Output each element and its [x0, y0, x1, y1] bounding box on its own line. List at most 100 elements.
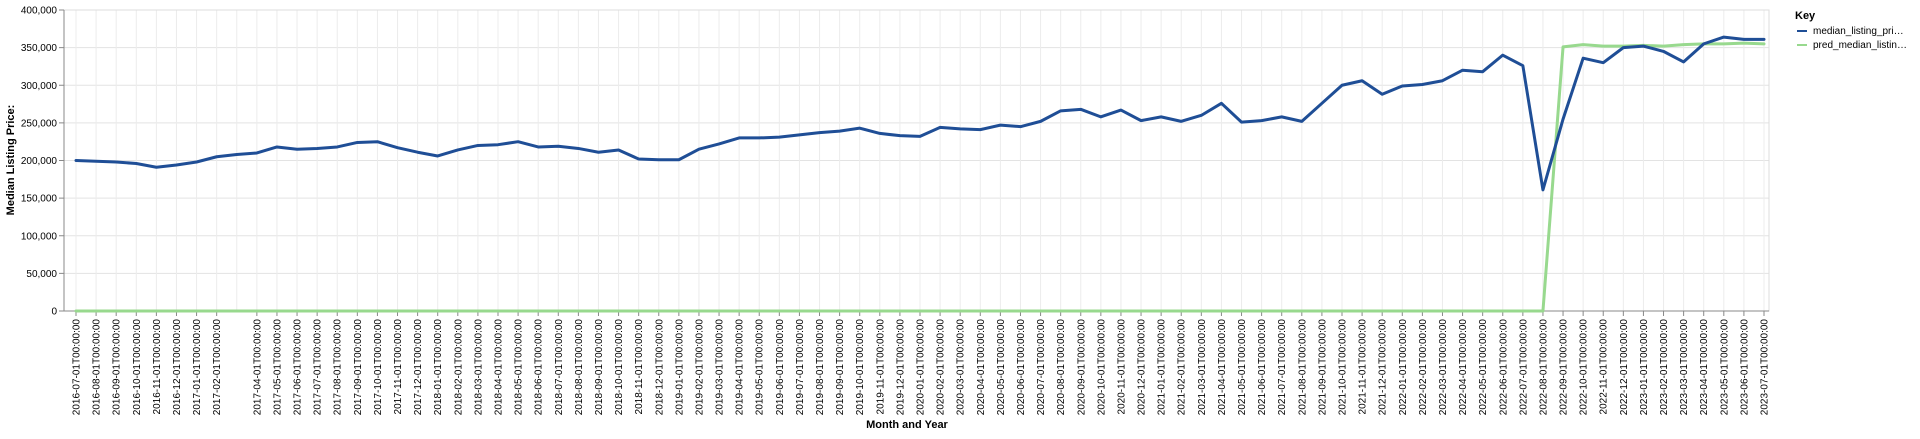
x-tick-label: 2020-11-01T00:00:00 [1116, 319, 1127, 415]
x-tick-label: 2022-05-01T00:00:00 [1478, 319, 1489, 416]
y-tick-label: 0 [51, 307, 57, 318]
x-tick-label: 2018-11-01T00:00:00 [634, 319, 645, 415]
y-axis-title: Median Listing Price: [5, 105, 17, 216]
y-tick-label: 250,000 [21, 118, 58, 129]
x-tick-label: 2023-07-01T00:00:00 [1760, 319, 1771, 416]
x-tick-label: 2017-04-01T00:00:00 [252, 319, 263, 416]
x-tick-label: 2020-03-01T00:00:00 [956, 319, 967, 416]
x-tick-label: 2016-11-01T00:00:00 [152, 319, 163, 415]
x-tick-label: 2022-08-01T00:00:00 [1538, 319, 1549, 416]
x-tick-label: 2016-07-01T00:00:00 [72, 319, 83, 416]
x-tick-label: 2019-06-01T00:00:00 [775, 319, 786, 416]
x-tick-label: 2018-06-01T00:00:00 [534, 319, 545, 416]
y-tick-label: 200,000 [21, 156, 58, 167]
x-tick-label: 2019-11-01T00:00:00 [875, 319, 886, 415]
x-tick-label: 2023-06-01T00:00:00 [1739, 319, 1750, 416]
x-tick-label: 2018-02-01T00:00:00 [453, 319, 464, 416]
x-tick-label: 2023-04-01T00:00:00 [1699, 319, 1710, 416]
x-tick-label: 2019-07-01T00:00:00 [795, 319, 806, 416]
x-tick-label: 2019-03-01T00:00:00 [715, 319, 726, 416]
x-tick-label: 2021-04-01T00:00:00 [1217, 319, 1228, 416]
x-tick-label: 2018-04-01T00:00:00 [494, 319, 505, 416]
x-tick-label: 2023-01-01T00:00:00 [1639, 319, 1650, 416]
x-tick-label: 2020-02-01T00:00:00 [936, 319, 947, 416]
x-tick-label: 2022-04-01T00:00:00 [1458, 319, 1469, 416]
x-tick-label: 2022-09-01T00:00:00 [1559, 319, 1570, 416]
x-tick-label: 2021-06-01T00:00:00 [1257, 319, 1268, 416]
x-tick-label: 2018-01-01T00:00:00 [433, 319, 444, 416]
x-tick-label: 2020-06-01T00:00:00 [1016, 319, 1027, 416]
series-layer [74, 35, 1766, 313]
x-axis-title: Month and Year [866, 419, 948, 431]
x-tick-label: 2019-10-01T00:00:00 [855, 319, 866, 416]
x-tick-label: 2022-01-01T00:00:00 [1398, 319, 1409, 416]
series-line-median [74, 35, 1766, 192]
x-tick-label: 2019-04-01T00:00:00 [735, 319, 746, 416]
x-tick-label: 2017-10-01T00:00:00 [373, 319, 384, 416]
x-tick-label: 2017-08-01T00:00:00 [333, 319, 344, 416]
x-tick-label: 2019-01-01T00:00:00 [674, 319, 685, 416]
legend-label-pred: pred_median_listin… [1813, 40, 1907, 51]
x-tick-label: 2018-08-01T00:00:00 [574, 319, 585, 416]
x-tick-label: 2022-02-01T00:00:00 [1418, 319, 1429, 416]
x-tick-label: 2021-08-01T00:00:00 [1297, 319, 1308, 416]
x-tick-label: 2019-12-01T00:00:00 [895, 319, 906, 416]
x-tick-label: 2020-01-01T00:00:00 [916, 319, 927, 416]
x-tick-label: 2022-11-01T00:00:00 [1599, 319, 1610, 415]
x-tick-label: 2023-05-01T00:00:00 [1719, 319, 1730, 416]
x-tick-label: 2017-01-01T00:00:00 [192, 319, 203, 416]
x-tick-label: 2020-12-01T00:00:00 [1137, 319, 1148, 416]
x-tick-label: 2016-08-01T00:00:00 [92, 319, 103, 416]
x-tick-label: 2021-11-01T00:00:00 [1358, 319, 1369, 415]
x-tick-label: 2018-03-01T00:00:00 [473, 319, 484, 416]
series-line-pred [74, 41, 1766, 313]
x-tick-label: 2019-09-01T00:00:00 [835, 319, 846, 416]
x-tick-label: 2023-03-01T00:00:00 [1679, 319, 1690, 416]
x-tick-label: 2016-12-01T00:00:00 [172, 319, 183, 416]
y-tick-label: 350,000 [21, 43, 58, 54]
legend: Key median_listing_pri… pred_median_list… [1795, 10, 1907, 51]
x-tick-label: 2020-07-01T00:00:00 [1036, 319, 1047, 416]
x-tick-label: 2021-10-01T00:00:00 [1338, 319, 1349, 416]
legend-title: Key [1795, 10, 1816, 22]
x-tick-label: 2020-04-01T00:00:00 [976, 319, 987, 416]
x-tick-label: 2016-09-01T00:00:00 [112, 319, 123, 416]
x-tick-label: 2021-09-01T00:00:00 [1317, 319, 1328, 416]
x-tick-label: 2017-09-01T00:00:00 [353, 319, 364, 416]
x-tick-label: 2017-05-01T00:00:00 [272, 319, 283, 416]
x-tick-label: 2017-02-01T00:00:00 [212, 319, 223, 416]
grid-layer [63, 9, 1770, 312]
y-tick-label: 150,000 [21, 194, 58, 205]
x-tick-label: 2018-12-01T00:00:00 [654, 319, 665, 416]
y-tick-label: 100,000 [21, 231, 58, 242]
x-tick-label: 2017-06-01T00:00:00 [293, 319, 304, 416]
y-tick-label: 400,000 [21, 6, 58, 17]
x-tick-label: 2018-07-01T00:00:00 [554, 319, 565, 416]
x-tick-label: 2019-05-01T00:00:00 [755, 319, 766, 416]
x-tick-label: 2019-02-01T00:00:00 [694, 319, 705, 416]
x-tick-label: 2016-10-01T00:00:00 [132, 319, 143, 416]
x-tick-label: 2022-06-01T00:00:00 [1498, 319, 1509, 416]
x-tick-label: 2021-03-01T00:00:00 [1197, 319, 1208, 416]
x-tick-label: 2022-03-01T00:00:00 [1438, 319, 1449, 416]
x-tick-label: 2018-09-01T00:00:00 [594, 319, 605, 416]
legend-label-median: median_listing_pri… [1813, 26, 1904, 37]
x-tick-label: 2021-07-01T00:00:00 [1277, 319, 1288, 416]
x-tick-label: 2017-11-01T00:00:00 [393, 319, 404, 415]
x-tick-label: 2018-10-01T00:00:00 [614, 319, 625, 416]
y-tick-label: 50,000 [26, 269, 57, 280]
x-tick-label: 2019-08-01T00:00:00 [815, 319, 826, 416]
x-tick-label: 2020-08-01T00:00:00 [1056, 319, 1067, 416]
x-tick-label: 2022-12-01T00:00:00 [1619, 319, 1630, 416]
x-tick-label: 2022-07-01T00:00:00 [1518, 319, 1529, 416]
x-tick-label: 2021-12-01T00:00:00 [1378, 319, 1389, 416]
x-tick-label: 2017-12-01T00:00:00 [413, 319, 424, 416]
x-tick-label: 2017-07-01T00:00:00 [313, 319, 324, 416]
x-tick-label: 2020-10-01T00:00:00 [1096, 319, 1107, 416]
x-tick-label: 2021-01-01T00:00:00 [1157, 319, 1168, 416]
x-tick-label: 2023-02-01T00:00:00 [1659, 319, 1670, 416]
x-tick-label: 2021-02-01T00:00:00 [1177, 319, 1188, 416]
x-tick-label: 2020-09-01T00:00:00 [1076, 319, 1087, 416]
